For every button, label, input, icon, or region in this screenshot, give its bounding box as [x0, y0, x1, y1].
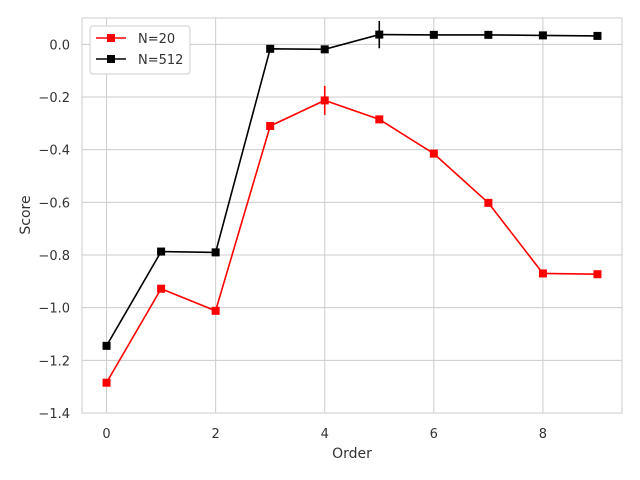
y-tick-label: −0.6 [38, 196, 70, 211]
x-tick-label: 4 [321, 427, 329, 442]
data-point [538, 269, 547, 278]
data-point [375, 30, 384, 39]
legend-marker [107, 55, 115, 63]
data-point [102, 341, 111, 350]
data-point [157, 247, 166, 256]
data-point [211, 306, 220, 315]
data-point [484, 30, 493, 39]
y-tick-labels: −1.4 −1.2 −1.0 −0.8 −0.6 −0.4 −0.2 0.0 [38, 38, 70, 422]
legend-label: N=20 [138, 32, 175, 47]
legend: N=20 N=512 [89, 25, 191, 75]
data-point [320, 45, 329, 54]
y-tick-label: −0.2 [38, 91, 70, 106]
legend-marker [107, 34, 115, 42]
data-point [157, 284, 166, 293]
x-tick-label: 2 [211, 427, 219, 442]
data-point [484, 198, 493, 207]
y-tick-label: −1.2 [38, 354, 70, 369]
legend-label: N=512 [138, 53, 183, 68]
data-point [429, 30, 438, 39]
y-tick-label: −1.4 [38, 407, 70, 422]
series-0 [102, 85, 602, 387]
data-point [266, 44, 275, 53]
series-group [102, 20, 602, 387]
data-point [375, 115, 384, 124]
grid [82, 18, 622, 414]
x-tick-label: 0 [102, 427, 110, 442]
data-point [593, 270, 602, 279]
data-point [102, 378, 111, 387]
series-line [105, 99, 598, 384]
y-tick-label: −1.0 [38, 302, 70, 317]
y-tick-label: −0.8 [38, 249, 70, 264]
x-tick-labels: 0 2 4 6 8 [102, 427, 547, 442]
x-axis-label: Order [332, 446, 372, 462]
y-tick-label: 0.0 [49, 38, 70, 53]
plot-area [81, 17, 623, 414]
y-axis-label: Score [18, 195, 34, 234]
x-tick-label: 8 [539, 427, 547, 442]
data-point [429, 149, 438, 158]
data-point [593, 31, 602, 40]
data-point [266, 121, 275, 130]
data-point [211, 248, 220, 257]
data-point [538, 31, 547, 40]
series-line [105, 33, 598, 347]
y-tick-label: −0.4 [38, 144, 70, 159]
data-point [320, 96, 329, 105]
x-tick-label: 6 [430, 427, 438, 442]
series-1 [102, 20, 602, 350]
